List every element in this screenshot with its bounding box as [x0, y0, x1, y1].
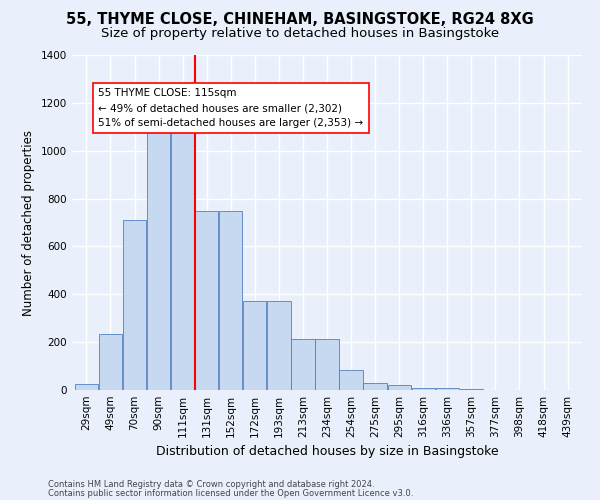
Bar — [316, 338, 338, 390]
Text: Contains HM Land Registry data © Crown copyright and database right 2024.: Contains HM Land Registry data © Crown c… — [48, 480, 374, 489]
Bar — [436, 388, 459, 390]
Bar — [123, 220, 146, 390]
Bar — [147, 129, 170, 390]
Bar — [291, 338, 314, 390]
X-axis label: Distribution of detached houses by size in Basingstoke: Distribution of detached houses by size … — [155, 446, 499, 458]
Bar — [75, 384, 98, 390]
Bar — [364, 383, 387, 390]
Y-axis label: Number of detached properties: Number of detached properties — [22, 130, 35, 316]
Bar — [99, 334, 122, 390]
Bar — [388, 385, 411, 390]
Bar — [219, 210, 242, 390]
Bar — [340, 370, 363, 390]
Text: Size of property relative to detached houses in Basingstoke: Size of property relative to detached ho… — [101, 28, 499, 40]
Bar — [267, 302, 290, 390]
Bar — [171, 122, 194, 390]
Text: Contains public sector information licensed under the Open Government Licence v3: Contains public sector information licen… — [48, 488, 413, 498]
Text: 55 THYME CLOSE: 115sqm
← 49% of detached houses are smaller (2,302)
51% of semi-: 55 THYME CLOSE: 115sqm ← 49% of detached… — [98, 88, 364, 128]
Bar — [460, 389, 483, 390]
Bar — [412, 388, 435, 390]
Bar — [195, 210, 218, 390]
Text: 55, THYME CLOSE, CHINEHAM, BASINGSTOKE, RG24 8XG: 55, THYME CLOSE, CHINEHAM, BASINGSTOKE, … — [66, 12, 534, 28]
Bar — [243, 302, 266, 390]
